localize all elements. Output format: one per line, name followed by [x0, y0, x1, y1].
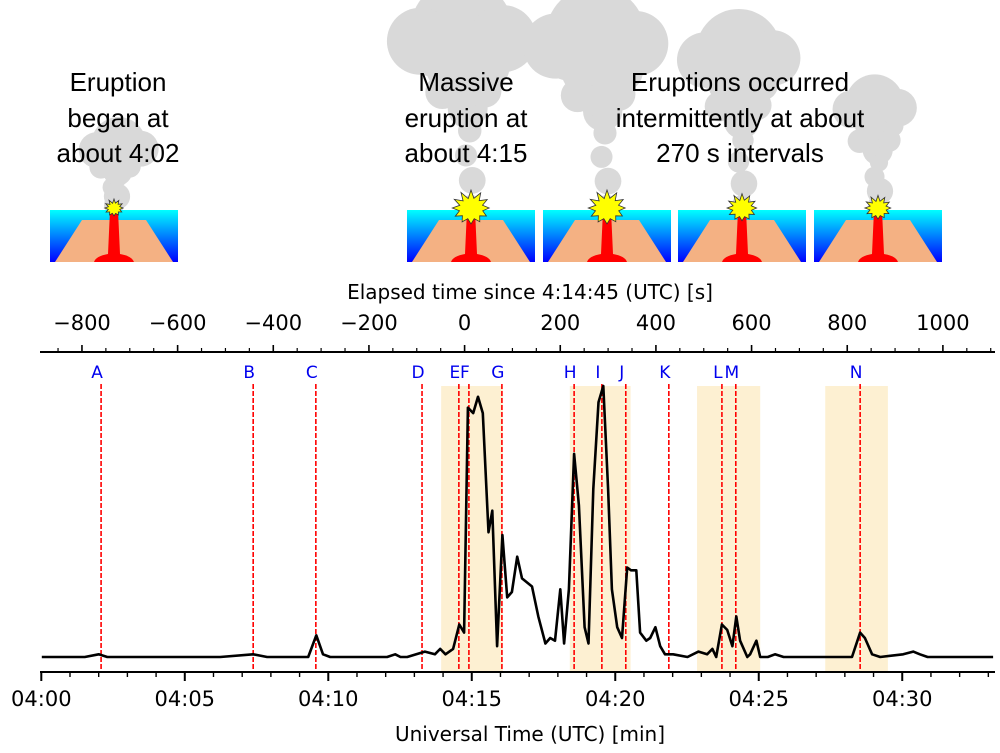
eruption-blast-icon	[587, 188, 627, 225]
magma-conduit-icon	[94, 210, 134, 262]
volcano-illustrations	[50, 0, 942, 262]
bottom-tick-label: 04:10	[298, 687, 359, 711]
caption-3-line-2: intermittently at about	[616, 103, 865, 133]
marker-label-D: D	[411, 363, 424, 383]
shaded-interval-4	[825, 386, 888, 672]
marker-label-N: N	[850, 363, 863, 383]
bottom-tick-label: 04:05	[155, 687, 216, 711]
volcano-panel-1	[50, 116, 178, 262]
series-line-1	[41, 384, 994, 659]
caption-3-line-1: Eruptions occurred	[631, 67, 849, 97]
caption-2-line-2: eruption at	[405, 103, 529, 133]
bottom-tick-label: 04:25	[728, 687, 789, 711]
marker-label-G: G	[491, 363, 504, 383]
marker-label-C: C	[306, 363, 318, 383]
eruption-blast-icon	[103, 197, 125, 217]
eruption-blast-icon	[863, 194, 892, 220]
bottom-tick-label: 04:00	[11, 687, 72, 711]
top-tick-label: 600	[732, 311, 772, 335]
marker-label-E: E	[449, 363, 460, 383]
top-tick-label: 400	[636, 311, 676, 335]
top-tick-label: −200	[340, 311, 398, 335]
marker-label-F: F	[460, 363, 470, 383]
volcano-panel-2	[386, 0, 537, 262]
marker-label-A: A	[91, 363, 103, 383]
volcano-panel-4	[676, 8, 806, 262]
marker-label-H: H	[564, 363, 577, 383]
volcano-panel-3	[523, 0, 671, 262]
marker-label-M: M	[724, 363, 739, 383]
marker-label-K: K	[659, 363, 671, 383]
volcano-panel-5	[814, 74, 942, 262]
caption-3-line-3: 270 s intervals	[656, 138, 824, 168]
top-axis-title: Elapsed time since 4:14:45 (UTC) [s]	[347, 280, 713, 304]
caption-2-line-3: about 4:15	[405, 138, 528, 168]
caption-2-line-1: Massive	[418, 67, 513, 97]
eruption-blast-icon	[725, 192, 758, 222]
eruption-blast-icon	[451, 188, 491, 225]
signal-series	[41, 384, 994, 659]
magma-conduit-icon	[587, 210, 627, 262]
shaded-intervals	[441, 386, 888, 672]
marker-label-L: L	[713, 363, 723, 383]
top-tick-label: 800	[827, 311, 867, 335]
bottom-tick-label: 04:30	[872, 687, 933, 711]
top-tick-label: 0	[458, 311, 471, 335]
marker-label-I: I	[595, 363, 600, 383]
shaded-interval-3	[697, 386, 761, 672]
caption-1-line-3: about 4:02	[57, 138, 180, 168]
captions: Eruption began at about 4:02 Massive eru…	[57, 67, 866, 168]
top-tick-label: −600	[149, 311, 207, 335]
top-tick-label: 200	[540, 311, 580, 335]
axes: −800 −600 −400 −200 0 200 400 600 800 1000 04:00 04…	[11, 311, 995, 711]
bottom-tick-label: 04:15	[442, 687, 503, 711]
ash-cloud-icon	[676, 8, 801, 215]
top-tick-label: 1000	[916, 311, 969, 335]
marker-label-B: B	[243, 363, 255, 383]
ash-cloud-icon	[386, 0, 537, 215]
ash-cloud-icon	[78, 116, 159, 215]
top-tick-label: −800	[53, 311, 111, 335]
bottom-tick-label: 04:20	[585, 687, 646, 711]
bottom-axis-title: Universal Time (UTC) [min]	[395, 722, 665, 746]
magma-conduit-icon	[858, 210, 898, 262]
caption-1-line-1: Eruption	[70, 67, 167, 97]
magma-conduit-icon	[451, 210, 491, 262]
marker-label-J: J	[618, 363, 624, 383]
ash-cloud-icon	[523, 0, 669, 215]
top-tick-label: −400	[244, 311, 302, 335]
magma-conduit-icon	[722, 210, 762, 262]
caption-1-line-2: began at	[67, 103, 169, 133]
